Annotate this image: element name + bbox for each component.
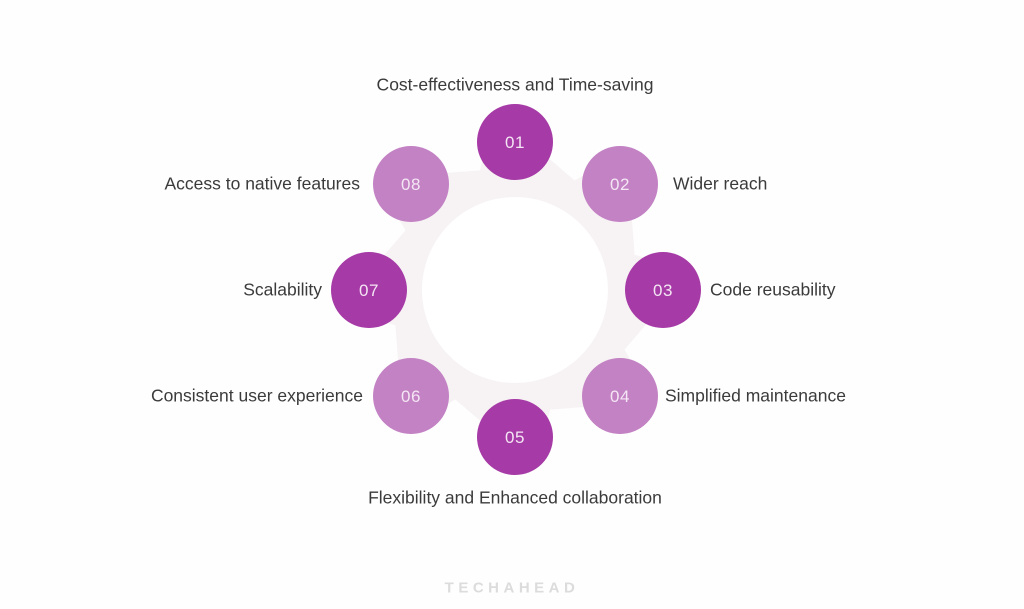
- node-circle-06[interactable]: 06: [373, 358, 449, 434]
- node-label-07: Scalability: [243, 279, 322, 300]
- node-number-02: 02: [610, 174, 630, 194]
- node-circle-04[interactable]: 04: [582, 358, 658, 434]
- node-label-05: Flexibility and Enhanced collaboration: [368, 487, 662, 508]
- node-circle-08[interactable]: 08: [373, 146, 449, 222]
- node-number-01: 01: [505, 132, 525, 152]
- node-number-06: 06: [401, 386, 421, 406]
- node-circle-07[interactable]: 07: [331, 252, 407, 328]
- node-label-01: Cost-effectiveness and Time-saving: [376, 74, 654, 95]
- node-label-03: Code reusability: [710, 279, 836, 300]
- node-label-08: Access to native features: [164, 173, 360, 194]
- node-circle-03[interactable]: 03: [625, 252, 701, 328]
- node-number-07: 07: [359, 280, 379, 300]
- node-label-02: Wider reach: [673, 173, 768, 194]
- node-label-06: Consistent user experience: [150, 385, 363, 406]
- node-circle-05[interactable]: 05: [477, 399, 553, 475]
- gear-inner-circle: [422, 197, 608, 383]
- node-number-03: 03: [653, 280, 673, 300]
- watermark-logo: TECHAHEAD: [444, 579, 580, 597]
- node-number-04: 04: [610, 386, 630, 406]
- node-circle-01[interactable]: 01: [477, 104, 553, 180]
- node-number-05: 05: [505, 427, 525, 447]
- node-number-08: 08: [401, 174, 421, 194]
- node-label-04: Simplified maintenance: [665, 385, 846, 406]
- node-circle-02[interactable]: 02: [582, 146, 658, 222]
